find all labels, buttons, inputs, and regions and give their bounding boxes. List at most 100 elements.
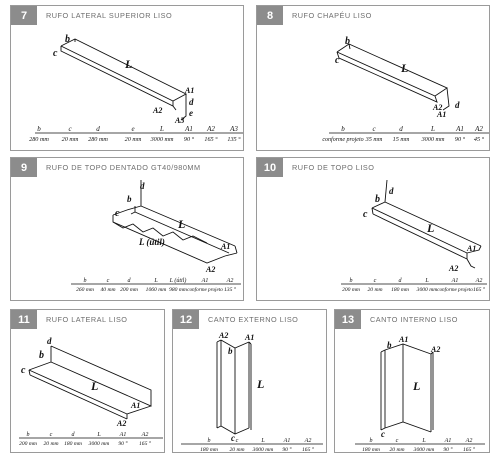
label-c: c [335, 55, 340, 66]
spec-values: 180 mm 20 mm 3000 mm 90 ° 165 ° [200, 446, 315, 453]
spec-headers: b c d L L (útil) A1 A2 [84, 277, 234, 284]
spec-value: 3000 mm [421, 136, 445, 143]
spec-header: L [430, 125, 435, 133]
panel-title: RUFO CHAPÉU LISO [292, 11, 372, 20]
spec-value: 180 mm [391, 287, 409, 293]
spec-header: L [421, 438, 426, 444]
profile-drawing: d b c L L (útil) A1 A2 b c d L L (útil) … [71, 180, 241, 293]
spec-header: c [372, 125, 376, 133]
spec-values: 200 mm 20 mm 180 mm 3000 mm conforme pro… [342, 286, 486, 293]
spec-values: 180 mm 20 mm 3000 mm 90 ° 165 ° [362, 446, 476, 453]
label-L: L [400, 61, 408, 75]
spec-header: b [341, 125, 345, 133]
panel-7: 7 RUFO LATERAL SUPERIOR LISO b c L A1 d … [10, 5, 244, 151]
label-L: L [412, 379, 420, 393]
spec-value: 3000 mm [416, 287, 438, 293]
spec-value: 260 mm [76, 287, 94, 293]
spec-values: 260 mm 40 mm 200 mm 1060 mm 980 mm confo… [76, 286, 237, 293]
panel-number: 12 [173, 310, 199, 329]
label-A1: A1 [220, 242, 230, 251]
label-A1: A1 [184, 86, 194, 95]
panel-number: 11 [11, 310, 37, 329]
label-c: c [21, 365, 26, 376]
spec-value: 1060 mm [146, 287, 167, 293]
label-L: L [426, 221, 434, 235]
spec-header: b [37, 125, 41, 133]
spec-header: A2 [474, 125, 483, 133]
label-L: L [256, 377, 264, 391]
spec-header: A2 [475, 278, 483, 284]
spec-values: conforme projeto 35 mm 15 mm 3000 mm 90 … [322, 136, 484, 143]
panel-header: 13 CANTO INTERNO LISO [335, 310, 458, 329]
panel-9: 9 RUFO DE TOPO DENTADO GT40/980MM d b c … [10, 157, 244, 301]
label-L-util: L (útil) [138, 237, 165, 247]
label-c: c [115, 208, 120, 219]
label-A1: A1 [130, 401, 140, 410]
label-d: d [389, 186, 394, 196]
spec-header: c [50, 432, 53, 438]
panel-number: 7 [11, 6, 37, 25]
panel-11: 11 RUFO LATERAL LISO d b c L A1 A2 b c d… [10, 309, 165, 453]
panel-title: RUFO LATERAL LISO [46, 315, 128, 324]
panel-header: 7 RUFO LATERAL SUPERIOR LISO [11, 6, 172, 25]
spec-header: A1 [184, 125, 193, 133]
spec-header: L [260, 438, 265, 444]
spec-value: 135 ° [224, 286, 237, 293]
spec-value: 280 mm [88, 136, 108, 143]
label-d: d [455, 100, 460, 110]
spec-header: d [96, 125, 100, 133]
label-A2: A2 [430, 345, 440, 354]
profile-drawing: A2 A1 b c L b c L A1 A2 180 mm 20 mm 300… [181, 331, 323, 453]
panel-10: 10 RUFO DE TOPO LISO d b c L A1 A2 b c d… [256, 157, 490, 301]
panel-title: RUFO LATERAL SUPERIOR LISO [46, 11, 173, 20]
spec-headers: b c d e L A1 A2 A3 [37, 125, 238, 133]
profile-drawing: d b c L A1 A2 b c d L A1 A2 200 mm 20 mm… [19, 336, 163, 447]
spec-value: 165 ° [204, 136, 218, 143]
spec-header: L [424, 278, 429, 284]
panel-number: 10 [257, 158, 283, 177]
label-A2: A2 [205, 265, 215, 274]
profile-drawing: d b c L A1 A2 b c d L A1 A2 200 mm 20 mm… [341, 179, 487, 293]
label-c: c [363, 209, 368, 220]
panel-header: 8 RUFO CHAPÉU LISO [257, 6, 372, 25]
panel-header: 9 RUFO DE TOPO DENTADO GT40/980MM [11, 158, 201, 177]
label-A2: A2 [116, 419, 126, 428]
panel-header: 12 CANTO EXTERNO LISO [173, 310, 298, 329]
spec-value: 165 ° [473, 286, 486, 293]
panel-number: 13 [335, 310, 361, 329]
spec-value: 20 mm [389, 447, 404, 453]
spec-value: 90 ° [443, 446, 453, 453]
spec-header: A1 [283, 438, 291, 444]
spec-value: 35 mm [365, 136, 383, 143]
spec-headers: b c d L A1 A2 [350, 278, 483, 284]
spec-headers: b c L A1 A2 [370, 438, 473, 444]
spec-header: L [153, 278, 158, 284]
spec-header: L [96, 432, 101, 438]
panel-title: RUFO DE TOPO LISO [292, 163, 375, 172]
spec-header: b [208, 438, 211, 444]
profile-drawing: A1 b A2 L c b c L A1 A2 180 mm 20 mm 300… [355, 335, 485, 453]
label-A2: A2 [152, 106, 162, 115]
profile-drawing: b c L A1 d A2 e A3 b c d e L A1 A2 A3 28… [29, 34, 243, 143]
label-b: b [375, 194, 380, 205]
label-c: c [231, 433, 235, 443]
label-L: L [124, 57, 132, 71]
spec-header: c [396, 438, 399, 444]
spec-value: 3000 mm [413, 447, 435, 453]
label-c: c [53, 48, 58, 59]
spec-headers: b c d L A1 A2 [27, 432, 149, 438]
label-b: b [39, 350, 44, 361]
spec-value: 3000 mm [150, 136, 174, 143]
spec-value: 165 ° [139, 440, 152, 447]
spec-header: A2 [465, 438, 473, 444]
label-b: b [228, 346, 233, 356]
spec-value: 15 mm [393, 136, 410, 143]
spec-header: d [399, 125, 403, 133]
spec-value: 200 mm [342, 287, 360, 293]
label-b: b [127, 194, 132, 204]
spec-header: c [107, 278, 110, 284]
spec-value: 200 mm [19, 441, 37, 447]
spec-header: A1 [201, 278, 209, 284]
label-d: d [189, 97, 194, 107]
label-A2: A2 [432, 103, 442, 112]
